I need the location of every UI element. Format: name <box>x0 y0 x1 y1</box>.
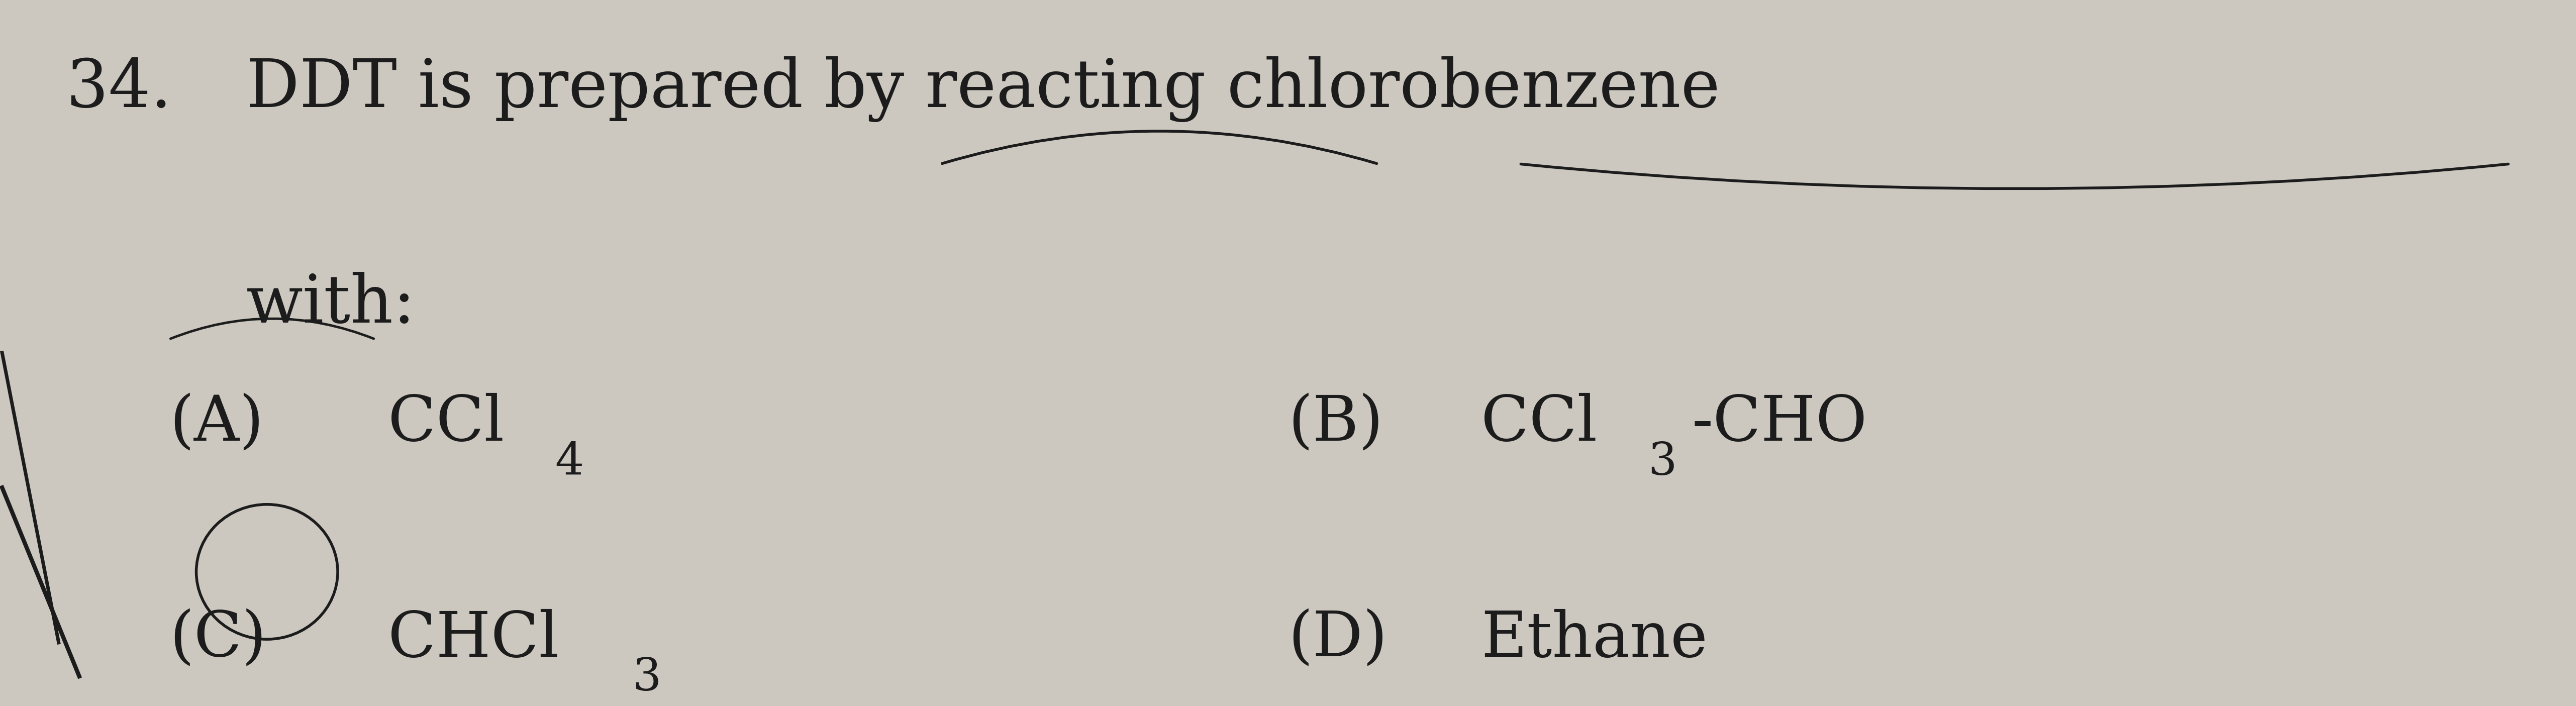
Text: CCl: CCl <box>389 393 505 454</box>
Text: 3: 3 <box>1649 441 1677 484</box>
Text: (A): (A) <box>170 393 263 454</box>
Text: DDT is prepared by reacting chlorobenzene: DDT is prepared by reacting chlorobenzen… <box>247 56 1721 122</box>
Text: (D): (D) <box>1288 609 1388 670</box>
Text: (B): (B) <box>1288 393 1383 454</box>
Text: 34.: 34. <box>67 56 173 121</box>
Text: 4: 4 <box>554 441 585 484</box>
Text: CHCl: CHCl <box>389 609 559 670</box>
Text: Ethane: Ethane <box>1481 609 1708 670</box>
Text: (C): (C) <box>170 609 265 670</box>
Text: CCl: CCl <box>1481 393 1597 454</box>
Text: 3: 3 <box>631 656 662 700</box>
Text: -CHO: -CHO <box>1692 393 1868 454</box>
Text: with:: with: <box>247 272 415 337</box>
